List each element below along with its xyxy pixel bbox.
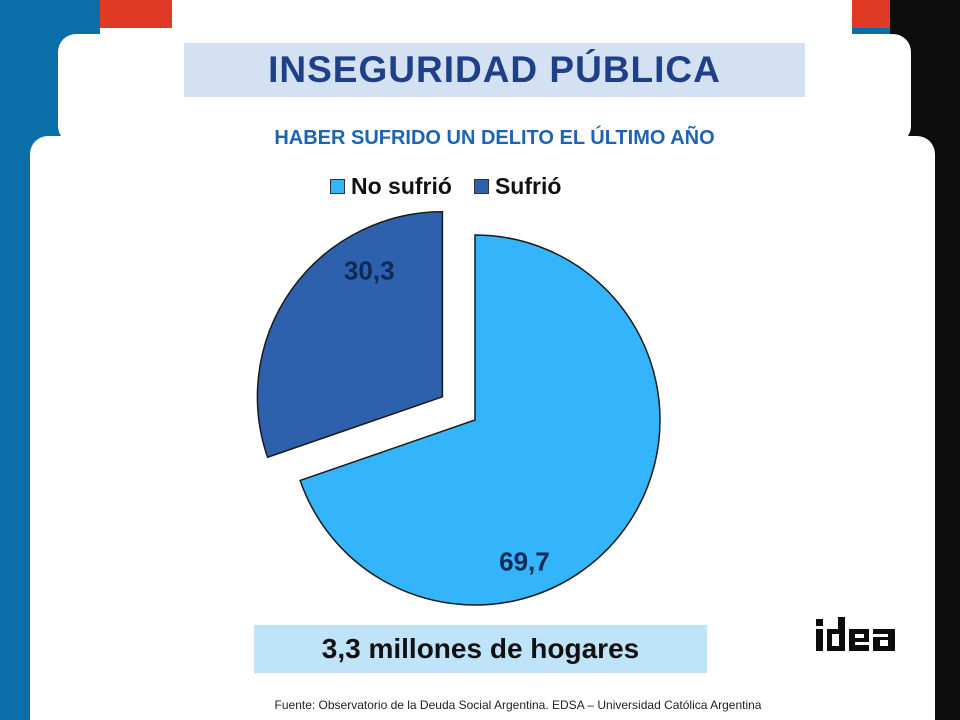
data-label-no-sufrio: 69,7 <box>499 546 550 576</box>
chart-legend: No sufrió Sufrió <box>330 172 583 200</box>
idea-logo <box>816 617 895 651</box>
households-banner-text: 3,3 millones de hogares <box>321 633 640 664</box>
legend-item-no-sufrio: No sufrió <box>330 173 452 200</box>
legend-swatch-no-sufrio <box>330 178 345 194</box>
legend-item-sufrio: Sufrió <box>473 172 562 200</box>
legend-label-sufrio: Sufrió <box>494 172 562 199</box>
page-title: INSEGURIDAD PÚBLICA <box>268 49 721 90</box>
households-banner: 3,3 millones de hogares <box>254 625 707 673</box>
pie-slice-sufrio <box>256 211 444 459</box>
right-red-accent <box>852 0 890 28</box>
legend-swatch-sufrio <box>473 178 489 194</box>
data-label-sufrio: 30,3 <box>344 255 395 285</box>
legend-label-no-sufrio: No sufrió <box>351 172 452 199</box>
source-note: Fuente: Observatorio de la Deuda Social … <box>274 698 762 712</box>
left-red-accent <box>100 0 172 28</box>
title-box: INSEGURIDAD PÚBLICA <box>184 43 805 97</box>
chart-title: HABER SUFRIDO UN DELITO EL ÚLTIMO AÑO <box>274 127 715 149</box>
pie-slice-no-sufrio <box>299 234 661 606</box>
